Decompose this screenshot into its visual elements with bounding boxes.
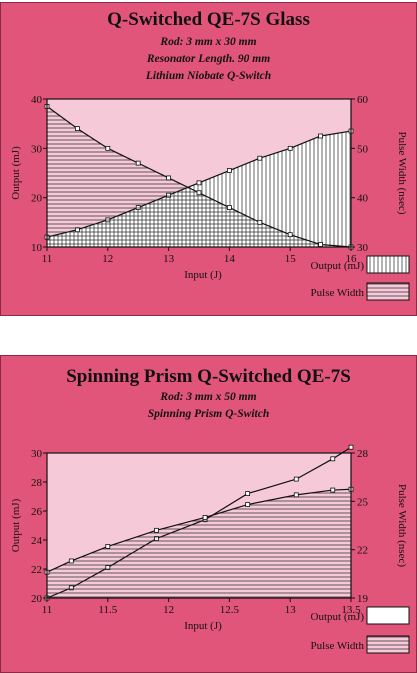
chart2-legend-label-1: Output (mJ) — [311, 611, 365, 623]
chart1-y-tick-label: 30 — [31, 143, 43, 155]
chart1-series-2-point — [196, 190, 202, 196]
chart2-svg: 11 11.5 12 12.5 13 13.5 20 22 24 26 28 30 19 22 25 28 In… — [10, 444, 410, 654]
chart2-y2-tick-label: 22 — [357, 545, 368, 557]
chart2-series-1-point — [245, 491, 251, 497]
chart2-series-1-point — [330, 456, 336, 462]
chart1-x-tick-label: 14 — [224, 253, 236, 265]
chart1-y2-tick-label: 30 — [357, 242, 369, 254]
chart2-x-tick-label: 11.5 — [98, 604, 117, 616]
chart1-title: Q-Switched QE-7S Glass — [107, 9, 310, 30]
chart1-series-2-point — [257, 219, 263, 225]
chart1-plot-frame — [46, 98, 352, 248]
chart2-x-tick-label: 12.5 — [220, 604, 240, 616]
chart1-subtitle-2: Resonator Length. 90 mm — [146, 53, 271, 65]
chart2-y2-tick-label: 28 — [357, 448, 369, 460]
chart2-x-tick-label: 13 — [285, 604, 297, 616]
chart1-subtitle-1: Rod: 3 mm x 30 mm — [160, 36, 257, 48]
chart1-series-2-point — [287, 232, 293, 238]
chart2-x-axis-label: Input (J) — [184, 620, 222, 632]
chart2-series-2-point — [68, 558, 74, 564]
chart2-y-tick-label: 28 — [31, 477, 43, 489]
chart2-series-2-point — [154, 527, 159, 533]
chart2-y2-tick-label: 25 — [357, 496, 369, 508]
chart2-y-tick-label: 20 — [31, 593, 43, 605]
chart2-subtitle-1: Rod: 3 mm x 50 mm — [160, 391, 257, 403]
chart1-x-axis-label: Input (J) — [184, 269, 222, 281]
chart1-x-tick-label: 11 — [42, 253, 53, 265]
chart2-legend-swatch-2 — [366, 635, 410, 654]
chart-panel-2: Spinning Prism Q-Switched QE-7S Rod: 3 m… — [0, 355, 417, 673]
chart1-series-2-area — [47, 106, 351, 248]
chart2-y-tick-label: 22 — [31, 564, 42, 576]
chart2-y-tick-label: 26 — [31, 506, 43, 518]
chart2-x-tick-label: 13.5 — [341, 604, 361, 616]
chart2-plot-frame — [46, 452, 352, 599]
chart2-y-axis-label: Output (mJ) — [10, 498, 22, 552]
chart1-series-2-point — [226, 205, 232, 210]
chart1-y-axis-label: Output (mJ) — [10, 146, 22, 200]
chart1-x-tick-label: 12 — [102, 253, 113, 265]
chart1-legend-swatch-2 — [366, 282, 410, 301]
chart1-y2-tick-label: 50 — [357, 143, 369, 155]
chart1-series-1-point — [257, 155, 263, 161]
chart2-y-tick-label: 30 — [31, 448, 43, 460]
chart1-series-2-point — [166, 175, 172, 181]
chart2-series-1-point — [348, 444, 354, 450]
chart1-series-1-point — [196, 180, 202, 186]
chart2-legend-swatch-1 — [366, 606, 410, 625]
chart1-legend-label-2: Pulse Width — [311, 287, 365, 299]
chart1-series-1-point — [287, 145, 293, 151]
chart2-y2-axis-label: Pulse Width (nsec) — [396, 484, 408, 567]
chart1-series-1-point — [318, 133, 324, 139]
chart1-legend-swatch-1 — [366, 255, 410, 274]
chart1-y-tick-label: 20 — [31, 193, 43, 205]
chart2-series-2-point — [245, 502, 251, 507]
chart1-y2-tick-label: 60 — [357, 94, 369, 106]
chart2-x-tick-label: 12 — [163, 604, 174, 616]
chart1-y2-axis-label: Pulse Width (nsec) — [396, 131, 408, 214]
chart2-y-tick-label: 24 — [31, 535, 43, 547]
chart1-y-tick-label: 40 — [31, 94, 43, 106]
chart1-series-2-point — [105, 145, 111, 151]
chart2-legend-label-2: Pulse Width — [311, 640, 365, 652]
chart1-x-tick-label: 13 — [163, 253, 175, 265]
chart2-subtitle-2: Spinning Prism Q-Switch — [147, 408, 270, 420]
chart1-subtitle-3: Lithium Niobate Q-Switch — [145, 70, 272, 82]
chart-panel-1: Q-Switched QE-7S Glass Rod: 3 mm x 30 mm… — [0, 2, 417, 316]
chart2-series-2-point — [293, 492, 299, 498]
chart2-series-2-point — [330, 487, 336, 493]
chart1-x-tick-label: 15 — [285, 253, 297, 265]
chart2-title: Spinning Prism Q-Switched QE-7S — [66, 366, 351, 387]
chart2-x-tick-label: 11 — [42, 604, 53, 616]
chart2-series-2-area — [47, 489, 351, 598]
chart1-series-2-point — [318, 242, 324, 247]
chart2-y2-tick-label: 19 — [357, 593, 369, 605]
chart2-series-2-point — [105, 544, 111, 549]
chart1-series-1-point — [226, 168, 232, 173]
chart1-y-tick-label: 10 — [31, 242, 43, 254]
chart1-x-tick-label: 16 — [346, 253, 358, 265]
chart2-series-1-point — [293, 476, 299, 482]
chart2-series-2-point — [202, 515, 208, 520]
chart1-y2-tick-label: 40 — [357, 193, 369, 205]
chart1-series-2-point — [75, 126, 80, 131]
chart1-svg: 11 12 13 14 15 16 10 20 30 40 30 40 50 60 Input (J) Out… — [10, 94, 410, 301]
chart1-series-2-point — [135, 160, 141, 166]
chart1-legend-label-1: Output (mJ) — [311, 260, 365, 272]
